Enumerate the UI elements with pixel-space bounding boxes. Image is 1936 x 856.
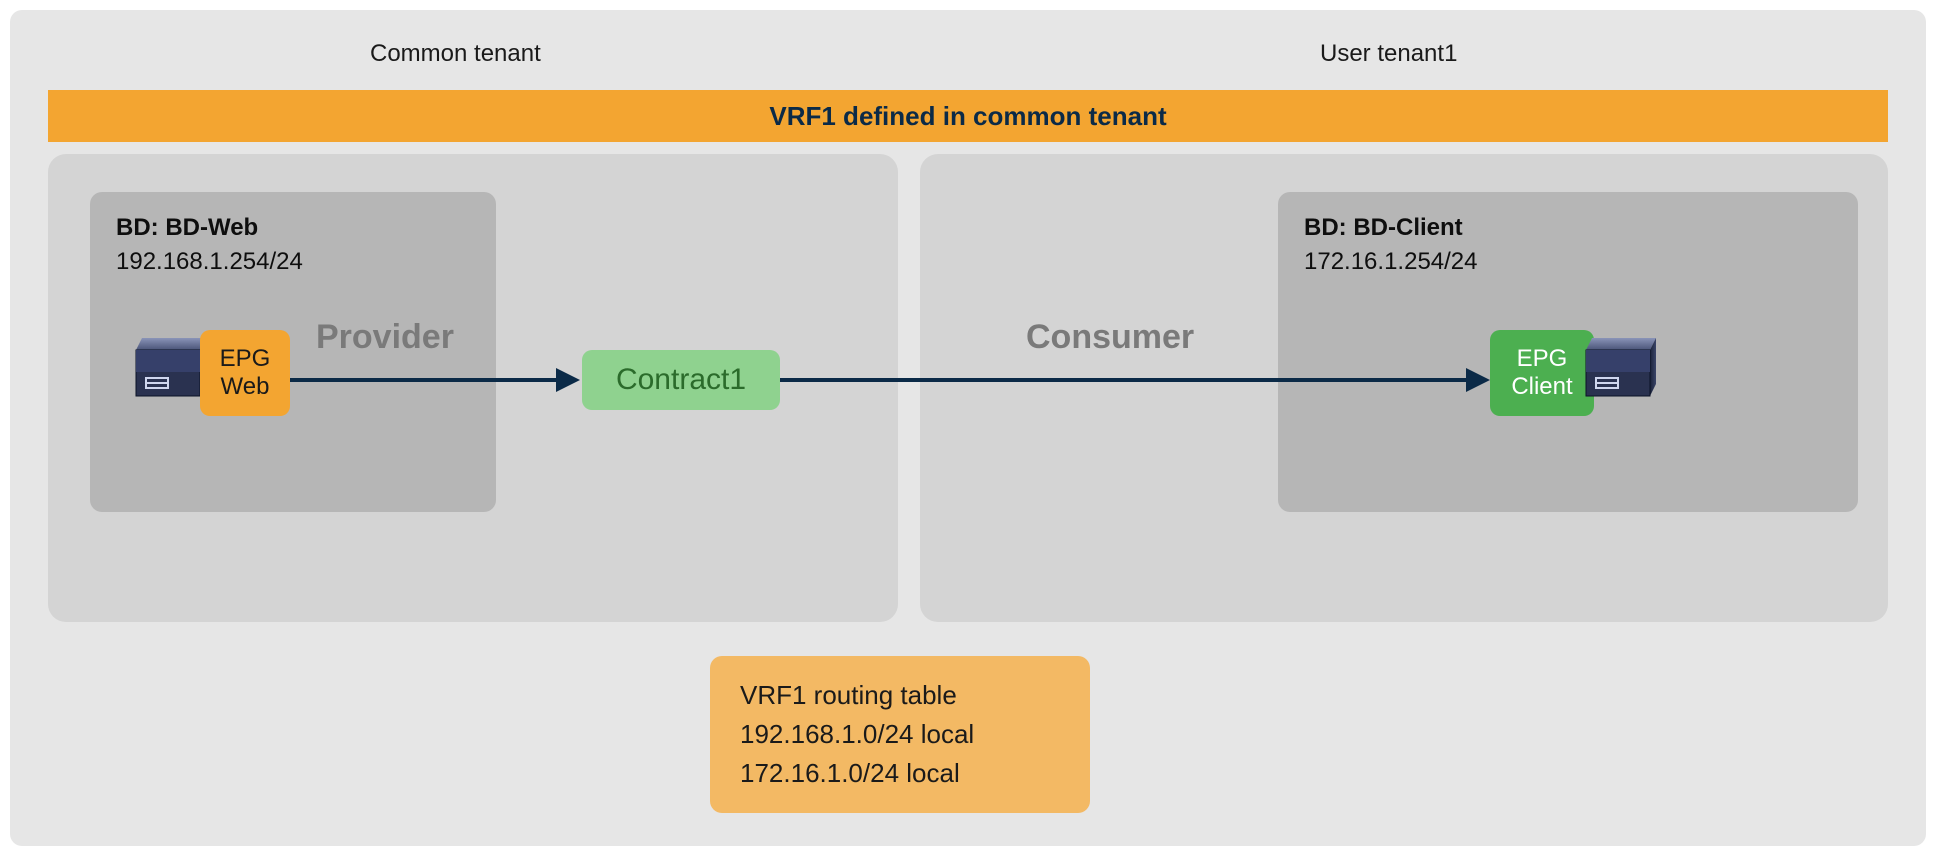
epg-client-line1: EPG — [1517, 345, 1568, 373]
vrf-routing-box: VRF1 routing table 192.168.1.0/24 local … — [710, 656, 1090, 813]
server-icon — [130, 338, 206, 394]
contract-box: Contract1 — [582, 350, 780, 410]
routing-row-1: 172.16.1.0/24 local — [740, 754, 1060, 793]
epg-web-line1: EPG — [220, 345, 271, 373]
contract-text: Contract1 — [616, 363, 746, 397]
bd-client-subnet: 172.16.1.254/24 — [1304, 248, 1832, 276]
epg-client-line2: Client — [1511, 373, 1572, 401]
user-tenant-label: User tenant1 — [1320, 40, 1457, 68]
bd-client-title: BD: BD-Client — [1304, 214, 1832, 242]
arrow-consumer-line — [780, 378, 1468, 382]
arrow-provider-line — [290, 378, 558, 382]
epg-client-badge: EPG Client — [1490, 330, 1594, 416]
bd-web-subnet: 192.168.1.254/24 — [116, 248, 470, 276]
routing-row-0: 192.168.1.0/24 local — [740, 715, 1060, 754]
vrf-banner-text: VRF1 defined in common tenant — [769, 101, 1166, 132]
epg-web-badge: EPG Web — [200, 330, 290, 416]
arrow-consumer-head-icon — [1466, 368, 1490, 392]
arrow-provider-head-icon — [556, 368, 580, 392]
routing-title: VRF1 routing table — [740, 676, 1060, 715]
vrf-banner: VRF1 defined in common tenant — [48, 90, 1888, 142]
server-icon — [1580, 338, 1656, 394]
common-tenant-label: Common tenant — [370, 40, 541, 68]
epg-web-line2: Web — [221, 373, 270, 401]
bd-web-title: BD: BD-Web — [116, 214, 470, 242]
consumer-label: Consumer — [1026, 318, 1194, 357]
provider-label: Provider — [316, 318, 454, 357]
